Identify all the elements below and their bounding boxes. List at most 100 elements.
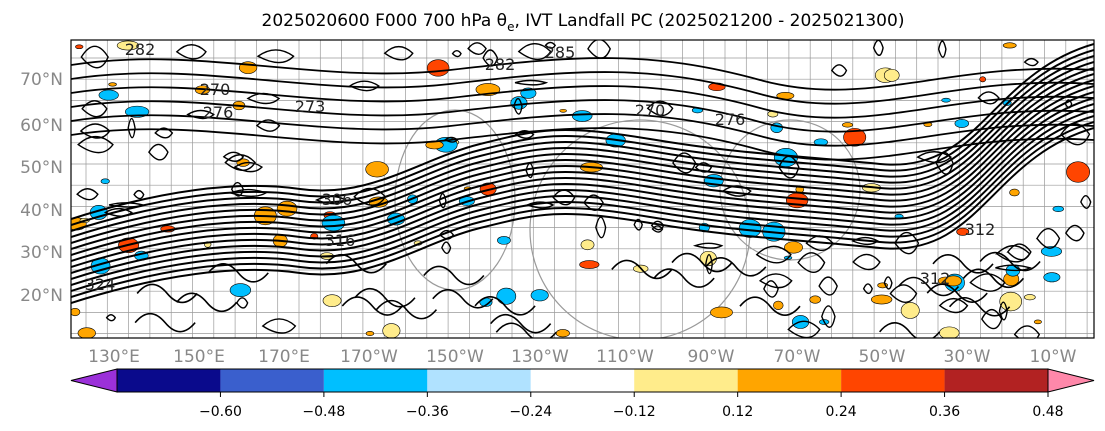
theta-e-contour xyxy=(889,284,918,303)
pc-shade-blob xyxy=(999,291,1022,312)
theta-e-contour xyxy=(207,263,269,283)
pc-shade-blob xyxy=(843,128,867,147)
lat-tick-label: 20°N xyxy=(20,286,63,306)
lon-tick-label: 150°W xyxy=(426,347,484,367)
colorbar-tick-label: 0.48 xyxy=(1032,404,1063,420)
theta-e-contour xyxy=(81,100,108,118)
theta-e-contour xyxy=(883,276,893,290)
theta-e-contour xyxy=(821,305,836,328)
theta-e-contour xyxy=(938,297,969,314)
theta-e-contour xyxy=(474,296,536,316)
theta-e-contour xyxy=(71,67,1094,244)
lon-tick-label: 30°W xyxy=(944,347,991,367)
colorbar-extend-min xyxy=(70,368,118,393)
colorbar-tick-label: −0.24 xyxy=(509,404,552,420)
contour-value-label: 324 xyxy=(85,275,116,294)
theta-e-contour xyxy=(228,188,268,198)
lon-tick-label: 10°W xyxy=(1030,347,1077,367)
theta-e-contour xyxy=(256,49,295,64)
pc-shade-blob xyxy=(365,331,375,336)
theta-e-contour xyxy=(1060,123,1091,146)
theta-e-contour xyxy=(851,236,880,246)
theta-e-contour xyxy=(587,40,611,59)
theta-e-contour xyxy=(451,50,462,58)
theta-e-contour xyxy=(544,41,557,49)
theta-e-contour xyxy=(71,85,1094,119)
theta-e-contour xyxy=(432,288,494,309)
theta-e-contour xyxy=(830,64,848,77)
theta-e-contour xyxy=(186,109,215,120)
contour-value-label: 276 xyxy=(715,110,746,129)
map-panel: 282 285 282 270 273 276 270 276 306 316 312 324 312 xyxy=(70,39,1095,339)
pc-shade-blob xyxy=(784,241,803,254)
theta-e-contour xyxy=(77,135,114,154)
theta-e-contour xyxy=(354,287,416,308)
pc-shade-blob xyxy=(75,44,84,50)
theta-e-contour xyxy=(758,273,793,289)
pc-shade-blob xyxy=(900,302,920,319)
pc-shade-blob xyxy=(954,119,970,128)
theta-e-contour xyxy=(495,322,557,338)
theta-e-contour xyxy=(71,91,1094,268)
longitude-axis: 130°E 150°E 170°E 170°W 150°W 130°W 110°W 90°W 7… xyxy=(88,347,1077,367)
pc-shade-blob xyxy=(71,307,81,317)
theta-e-contours xyxy=(71,40,1094,338)
theta-e-contour xyxy=(127,117,136,139)
lon-tick-label: 50°W xyxy=(859,347,906,367)
pc-shade-blob xyxy=(809,295,821,304)
pc-shade-blob xyxy=(1033,319,1042,325)
lat-tick-label: 30°N xyxy=(20,243,63,263)
pc-shade-blob xyxy=(1052,205,1064,212)
pc-shade-blob xyxy=(322,294,342,307)
contour-value-label: 270 xyxy=(635,101,666,120)
theta-e-contour xyxy=(383,45,414,61)
theta-e-contour xyxy=(325,253,387,274)
theta-e-contour xyxy=(71,97,1094,274)
theta-e-contour xyxy=(1013,325,1041,338)
contour-labels: 282 285 282 270 273 276 270 276 306 316 312 324 312 xyxy=(85,40,996,294)
colorbar-extend-max xyxy=(1047,368,1095,393)
lon-tick-label: 150°E xyxy=(173,347,225,367)
contour-value-label: 270 xyxy=(200,80,231,99)
lat-tick-label: 40°N xyxy=(20,201,63,221)
theta-e-contour xyxy=(133,189,145,200)
theta-e-contour xyxy=(595,216,607,239)
pc-shade-blob xyxy=(580,239,595,251)
theta-e-contour xyxy=(441,241,452,255)
pc-shade-blob xyxy=(100,178,110,184)
theta-e-contour xyxy=(246,92,281,105)
pc-shade-blob xyxy=(579,260,600,269)
pc-shade-blob xyxy=(98,89,119,101)
pc-shade-blob xyxy=(108,82,117,87)
theta-e-contour xyxy=(467,42,487,56)
lon-tick-label: 130°W xyxy=(511,347,569,367)
pc-shade-blob xyxy=(321,214,346,232)
pc-shade-blob xyxy=(510,96,528,110)
theta-e-contour xyxy=(1023,57,1039,67)
theta-e-contour xyxy=(651,225,664,233)
colorbar-bin xyxy=(323,369,428,392)
chart-title-subscript: e xyxy=(507,20,514,34)
theta-e-contour xyxy=(672,152,697,174)
theta-e-contour xyxy=(176,292,238,313)
contour-value-label: 276 xyxy=(203,103,234,122)
theta-e-contour xyxy=(969,273,1006,292)
lon-tick-label: 170°E xyxy=(258,347,310,367)
theta-e-contour xyxy=(222,151,245,162)
pc-shade-blob xyxy=(1009,188,1020,197)
colorbar-tick-label: 0.24 xyxy=(826,404,857,420)
theta-e-contour xyxy=(517,42,552,61)
theta-e-contour xyxy=(224,154,257,172)
theta-e-contour xyxy=(438,192,447,209)
projection-arc xyxy=(719,119,861,261)
pc-shade-blob xyxy=(1066,161,1090,183)
theta-e-contour xyxy=(979,251,1041,272)
contour-value-label: 282 xyxy=(485,55,516,74)
lon-tick-label: 110°W xyxy=(596,347,654,367)
pc-shade-blob xyxy=(530,289,549,302)
theta-e-contour xyxy=(1036,228,1061,249)
chart-title-main: 2025020600 F000 700 hPa θ xyxy=(262,11,508,31)
theta-e-contour xyxy=(805,235,834,252)
lon-tick-label: 90°W xyxy=(688,347,735,367)
theta-e-contour xyxy=(71,103,1094,280)
